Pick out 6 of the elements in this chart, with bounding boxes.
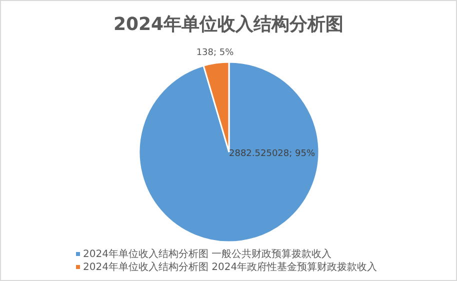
data-label: 138; 5%	[196, 48, 234, 58]
data-label: 2882.525028; 95%	[229, 149, 316, 159]
pie-slice	[138, 61, 320, 243]
legend-label: 2024年单位收入结构分析图 2024年政府性基金预算财政拨款收入	[83, 261, 378, 273]
chart-title: 2024年单位收入结构分析图	[113, 14, 344, 35]
legend-label: 2024年单位收入结构分析图 一般公共财政预算拨款收入	[83, 248, 332, 260]
